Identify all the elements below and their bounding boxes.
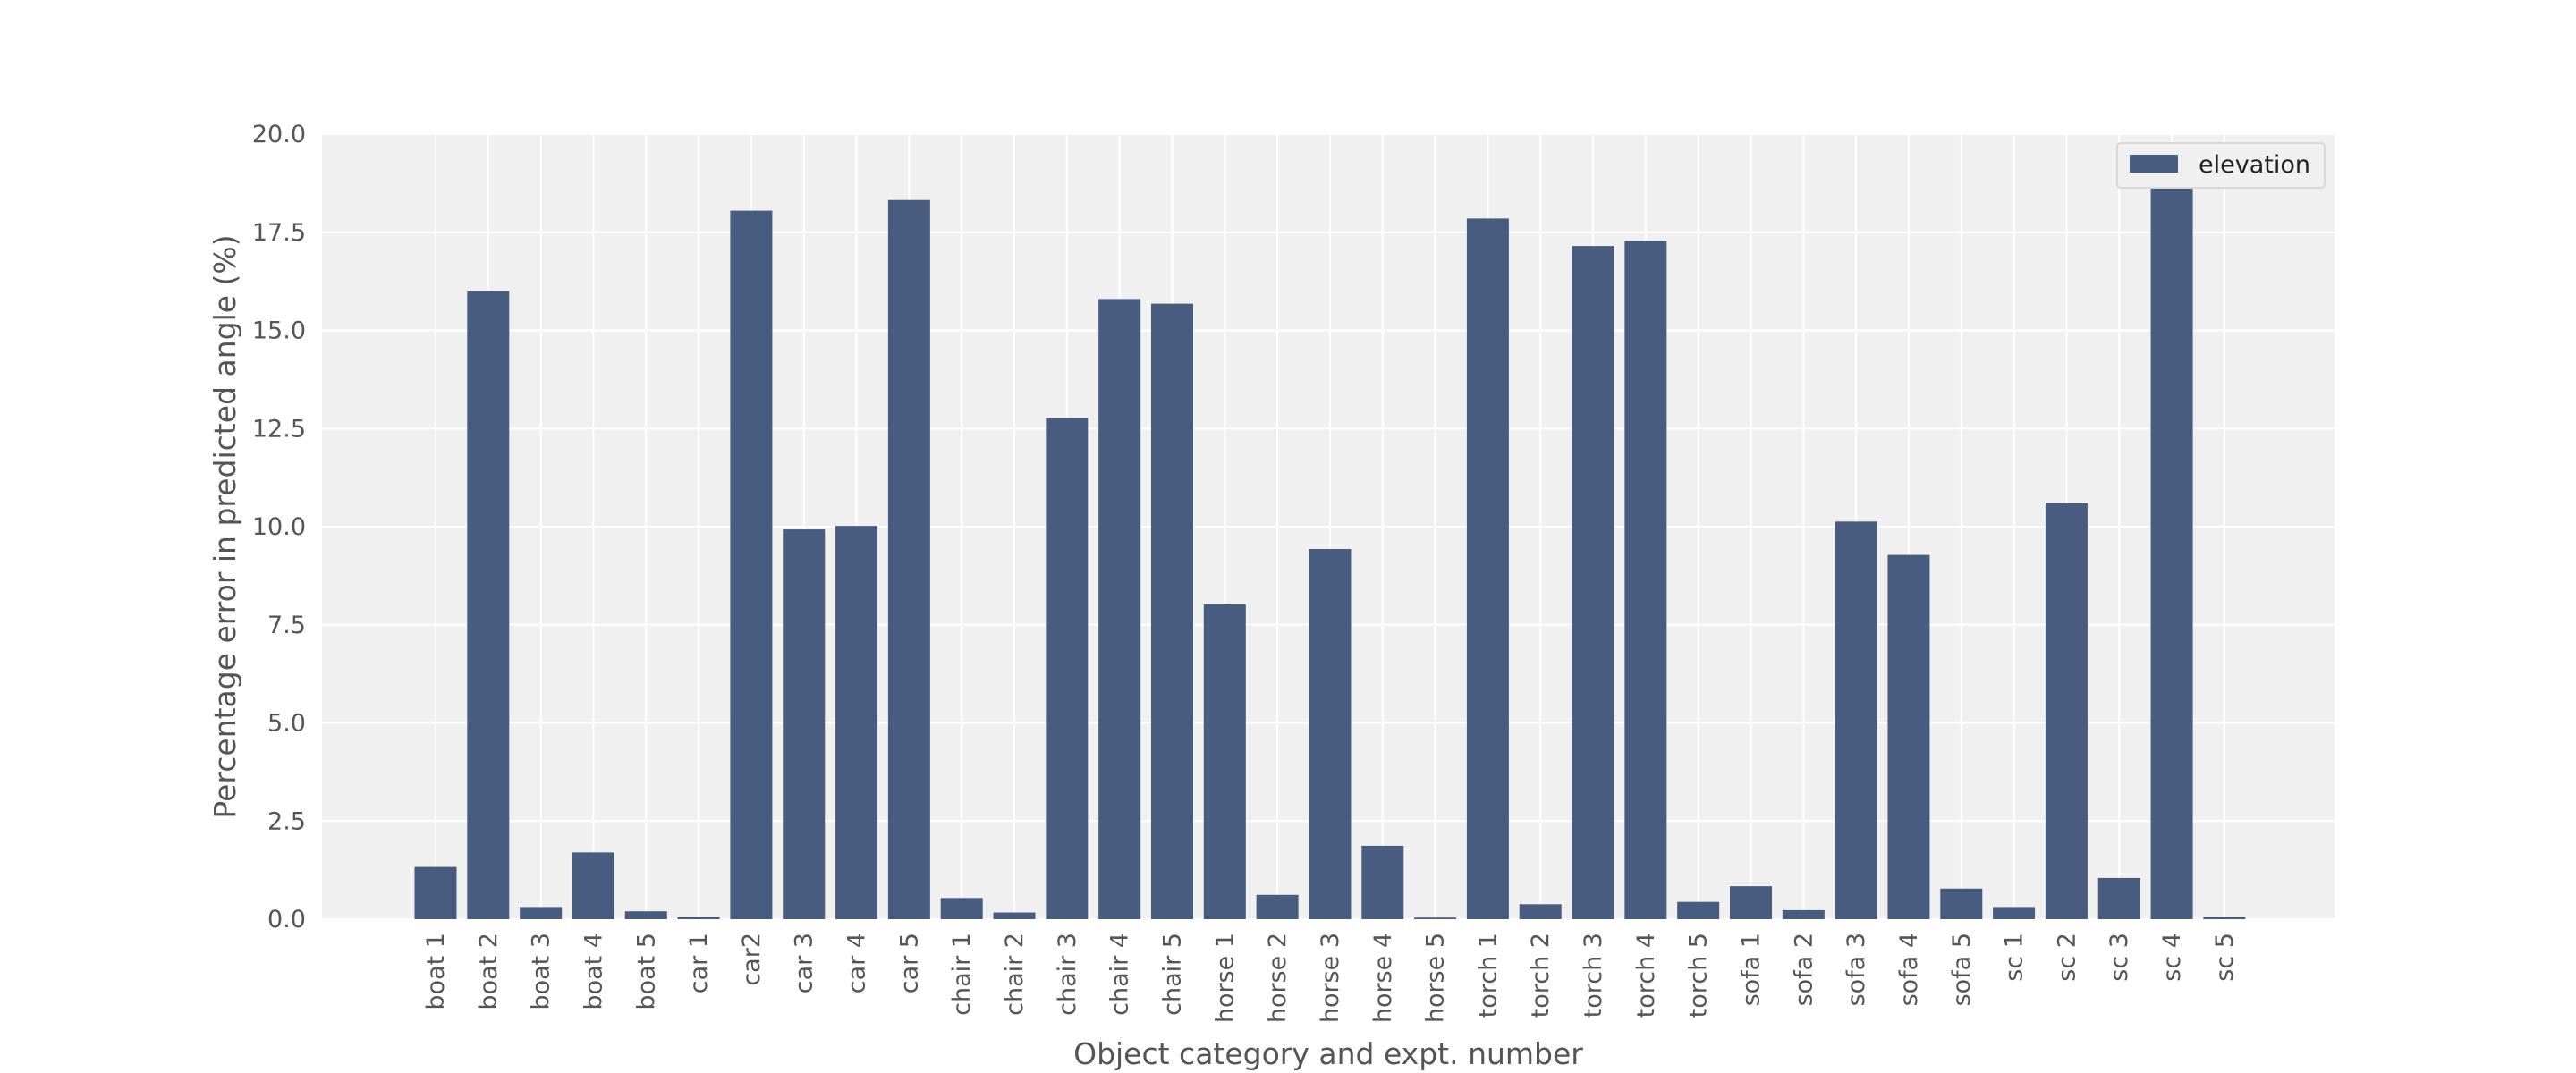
bar <box>1677 901 1720 919</box>
x-tick-label: sc 2 <box>2053 933 2080 982</box>
y-tick-label: 20.0 <box>252 121 306 148</box>
x-tick-label: torch 5 <box>1685 933 1713 1018</box>
bar <box>1782 909 1825 919</box>
bar <box>940 898 983 919</box>
legend-label: elevation <box>2199 151 2310 179</box>
bar <box>2203 917 2246 919</box>
x-tick-label: torch 2 <box>1527 933 1555 1018</box>
x-tick-label: sofa 5 <box>1948 933 1976 1006</box>
x-tick-label: sc 5 <box>2211 933 2239 982</box>
x-tick-label: car 5 <box>895 933 923 993</box>
y-tick-label: 5.0 <box>267 710 306 738</box>
bar <box>1203 604 1246 919</box>
bar <box>1098 299 1141 919</box>
bar <box>1993 907 2036 919</box>
bar <box>1256 894 1299 919</box>
y-tick-label: 7.5 <box>267 612 306 639</box>
x-tick-label: torch 4 <box>1632 933 1660 1018</box>
x-tick-label: boat 4 <box>580 933 607 1010</box>
bar <box>624 911 667 919</box>
y-axis-label: Percentage error in predicted angle (%) <box>208 234 242 818</box>
bar <box>1572 246 1614 919</box>
x-tick-label: car 4 <box>843 933 871 993</box>
y-tick-label: 17.5 <box>252 219 306 247</box>
bar <box>1309 549 1352 919</box>
bar <box>1835 521 1877 919</box>
bar <box>572 852 614 919</box>
x-tick-label: sc 3 <box>2106 933 2133 982</box>
bar <box>1730 886 1772 919</box>
x-tick-label: boat 2 <box>475 933 503 1010</box>
x-tick-label: sofa 4 <box>1895 933 1923 1006</box>
bar <box>1414 917 1457 919</box>
bar <box>1624 241 1667 920</box>
bar <box>1940 888 1983 919</box>
bar <box>993 912 1036 919</box>
x-tick-label: chair 5 <box>1158 933 1186 1016</box>
bar <box>783 529 826 919</box>
bar <box>887 199 930 919</box>
y-tick-label: 12.5 <box>252 415 306 443</box>
bar <box>2045 503 2088 919</box>
bar <box>1887 554 1930 919</box>
x-tick-label: sc 1 <box>2001 933 2029 982</box>
legend: elevation <box>2116 142 2326 189</box>
bar <box>1150 303 1193 919</box>
bar <box>2150 167 2193 919</box>
bar <box>520 907 563 919</box>
bar <box>730 210 773 920</box>
bar <box>1046 418 1089 920</box>
x-tick-label: torch 1 <box>1474 933 1502 1018</box>
x-tick-label: car 1 <box>685 933 713 993</box>
x-tick-label: car 3 <box>791 933 818 993</box>
bar <box>2097 877 2140 919</box>
y-tick-label: 0.0 <box>267 906 306 934</box>
bar <box>414 866 457 919</box>
x-tick-label: horse 3 <box>1317 933 1344 1023</box>
x-tick-label: sofa 3 <box>1843 933 1870 1006</box>
x-tick-labels: boat 1 boat 2 boat 3 boat 4 boat 5 car 1 car2 c… <box>422 933 2239 1023</box>
x-tick-label: sofa 2 <box>1790 933 1818 1006</box>
bar <box>677 917 720 919</box>
x-tick-label: boat 3 <box>528 933 555 1010</box>
legend-swatch <box>2130 155 2178 173</box>
x-tick-label: horse 1 <box>1211 933 1239 1023</box>
legend-box <box>2116 142 2326 189</box>
x-tick-label: horse 5 <box>1422 933 1450 1023</box>
y-tick-label: 2.5 <box>267 807 306 835</box>
x-tick-label: sc 4 <box>2158 933 2186 982</box>
x-tick-label: torch 3 <box>1580 933 1607 1018</box>
x-tick-label: boat 5 <box>632 933 660 1010</box>
x-tick-label: boat 1 <box>422 933 450 1010</box>
y-tick-label: 10.0 <box>252 513 306 541</box>
x-tick-label: horse 2 <box>1264 933 1292 1023</box>
x-tick-label: chair 1 <box>948 933 976 1016</box>
bar <box>1466 218 1509 919</box>
bar <box>467 291 510 920</box>
x-tick-label: chair 2 <box>1001 933 1029 1016</box>
x-tick-label: car2 <box>738 933 766 986</box>
bar <box>835 526 878 919</box>
x-tick-label: chair 4 <box>1106 933 1134 1016</box>
x-tick-label: sofa 1 <box>1738 933 1766 1006</box>
x-axis-label: Object category and expt. number <box>1073 1036 1583 1071</box>
bar <box>1519 904 1562 919</box>
bars <box>414 167 2246 920</box>
x-tick-label: chair 3 <box>1054 933 1081 1016</box>
y-tick-label: 15.0 <box>252 317 306 345</box>
y-tick-labels: 0.0 2.5 5.0 7.5 10.0 12.5 15.0 17.5 20.0 <box>252 121 306 934</box>
bar <box>1361 845 1404 919</box>
x-tick-label: horse 4 <box>1369 933 1397 1023</box>
